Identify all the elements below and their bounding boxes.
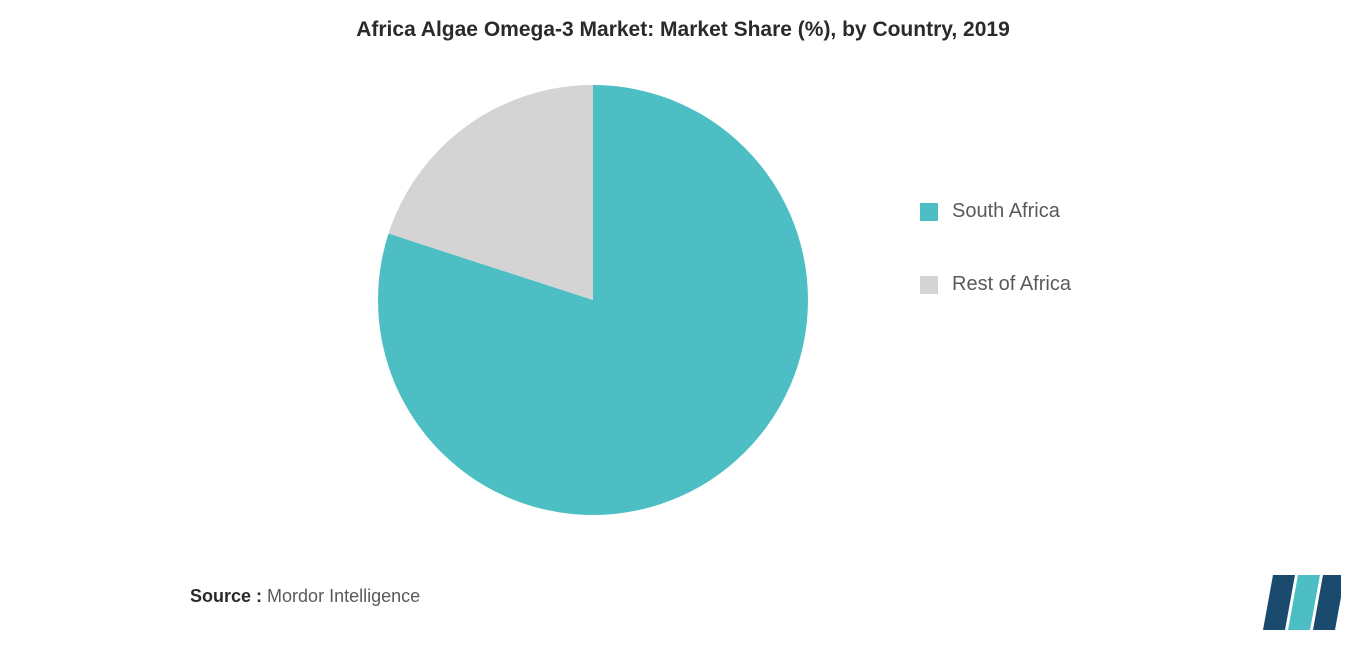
source-label: Source : — [190, 586, 262, 606]
legend-swatch — [920, 276, 938, 294]
legend-label: Rest of Africa — [952, 273, 1071, 296]
chart-title: Africa Algae Omega-3 Market: Market Shar… — [0, 18, 1366, 42]
legend: South Africa Rest of Africa — [920, 200, 1071, 296]
mordor-logo-icon — [1261, 575, 1341, 630]
pie-chart-container — [378, 85, 808, 515]
legend-label: South Africa — [952, 200, 1060, 223]
source-text: Mordor Intelligence — [267, 586, 420, 606]
legend-swatch — [920, 203, 938, 221]
pie-chart — [378, 85, 808, 515]
source-attribution: Source : Mordor Intelligence — [190, 586, 420, 607]
legend-item-south-africa: South Africa — [920, 200, 1071, 223]
legend-item-rest-of-africa: Rest of Africa — [920, 273, 1071, 296]
